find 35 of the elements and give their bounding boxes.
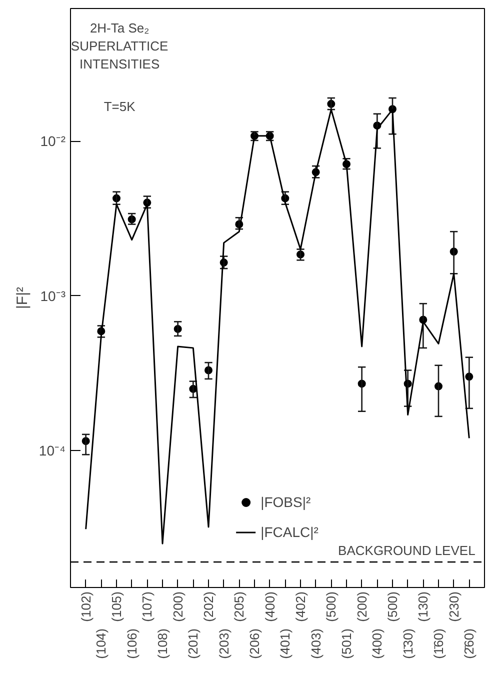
x-tick-label: (400) [370,628,385,659]
x-tick-label: (230) [446,591,462,622]
x-tick-label: (206) [247,628,262,659]
x-tick-label: (201) [186,628,201,659]
text: 2H-Ta Se₂ SUPERLATTICE INTENSITIES [70,20,169,72]
x-tick-label: (106) [124,628,140,659]
x-tick-label: (200) [170,591,186,622]
x-tick-label: (2̄60) [462,628,477,659]
y-tick-label: 10⁻³ [40,288,66,304]
y-axis-title: |F|² [14,287,31,309]
x-tick-label: (1̄30) [400,628,416,659]
legend-label: |FCALC|² [260,524,318,540]
x-tick-label: (402) [293,591,308,622]
x-tick-label: (105) [109,591,124,622]
x-tick-label: (400) [262,591,278,622]
x-tick-label: (102) [78,591,94,622]
x-tick-label: (500) [385,591,400,622]
y-tick-label: 10⁻⁴ [38,442,66,458]
x-tick-label: (501) [339,628,354,659]
x-tick-label: (205) [232,591,247,622]
x-tick-label: (202) [201,591,216,622]
x-tick-label: (203) [216,628,232,659]
legend-label: |FOBS|² [260,494,311,510]
x-tick-label: (500) [324,591,339,622]
x-tick-label: (200) [354,591,370,622]
x-tick-label: (130) [416,591,431,622]
x-tick-label: (403) [308,628,324,659]
x-tick-label: (401) [278,628,293,659]
annotation: T=5K [104,98,136,114]
x-tick-label: (107) [140,591,155,622]
x-tick-label: (1̄60) [431,628,446,659]
x-tick-label: (108) [155,628,170,659]
x-tick-label: (104) [94,628,109,659]
y-tick-label: 10⁻² [40,133,66,150]
ref-line-label: BACKGROUND LEVEL [338,543,476,558]
